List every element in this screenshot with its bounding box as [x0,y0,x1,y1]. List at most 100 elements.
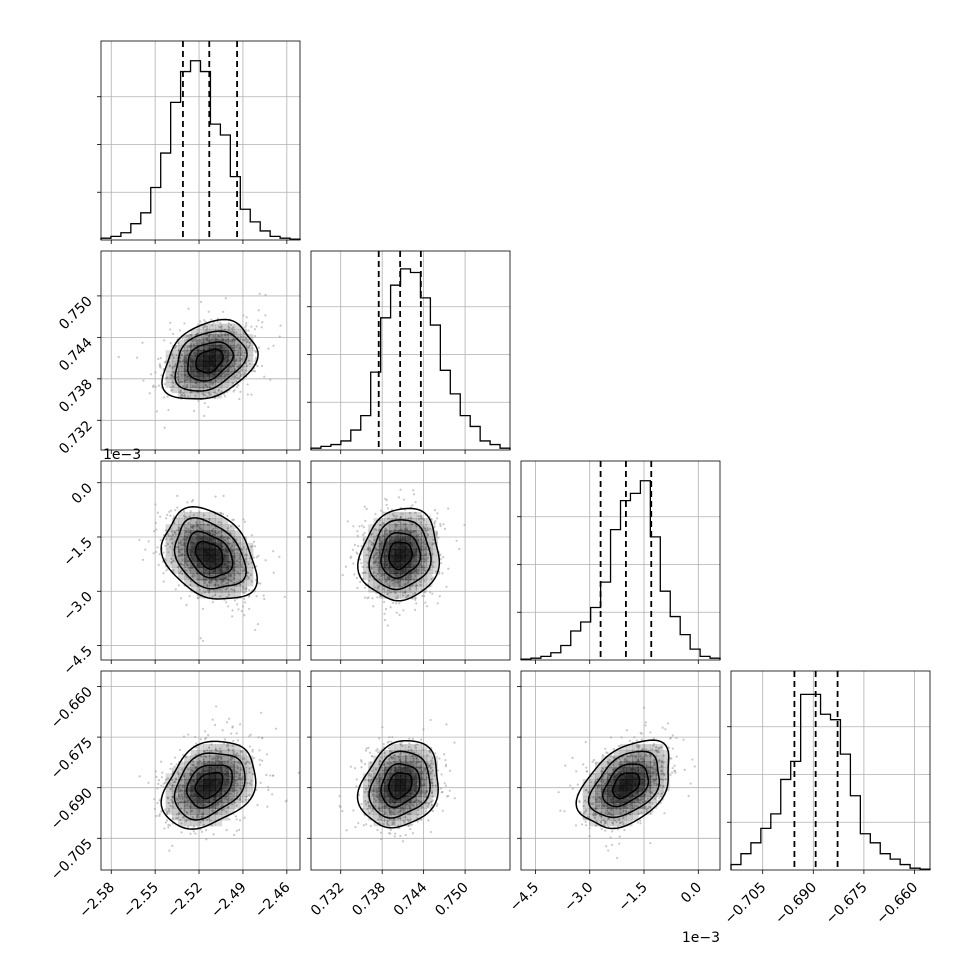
sample-point [387,589,390,592]
density-bin [209,360,216,367]
sample-point [173,365,176,368]
density-bin [416,530,422,537]
sample-point [361,565,364,568]
sample-point [235,580,239,584]
sample-point [211,601,214,604]
density-bin [227,334,235,340]
sample-point [381,802,384,805]
sample-point [415,584,419,587]
sample-point [141,341,144,344]
density-bin [209,548,216,556]
density-bin [184,536,191,544]
sample-point [431,795,434,798]
density-bin [384,592,390,599]
sample-point [210,824,213,827]
density-bin [389,536,396,544]
density-bin [190,518,198,525]
density-bin [227,744,235,751]
sample-point [265,773,268,777]
density-bin [246,350,254,356]
sample-point [346,520,349,523]
density-bin [240,773,248,780]
density-bin [400,567,406,574]
sample-point [172,385,175,388]
density-bin [215,350,223,356]
sample-point [239,390,242,393]
density-bin [227,376,235,383]
density-bin [178,814,185,821]
sample-point [391,736,394,739]
sample-point [206,327,209,330]
sample-point [380,837,383,841]
sample-point [175,799,179,802]
sample-point [440,791,443,794]
sample-point [218,747,221,750]
sample-point [220,325,223,328]
sample-point [227,717,231,720]
sample-point [241,605,245,608]
sample-point [181,337,184,340]
sample-point [234,753,237,756]
density-bin [178,561,185,568]
density-bin [240,542,248,550]
sample-point [154,521,157,524]
density-bin [421,536,428,544]
density-bin [196,573,204,581]
sample-point [373,586,377,589]
density-bin [234,749,241,757]
density-bin [384,511,390,519]
sample-point [236,603,239,606]
sample-point [233,765,236,768]
sample-point [171,817,175,820]
density-bin [368,555,374,562]
density-bin [190,548,198,556]
sample-point [180,548,183,551]
sample-point [231,803,234,806]
sample-point [272,344,275,347]
sample-point [190,342,193,346]
sample-point [278,555,281,558]
sample-point [355,577,358,580]
density-bin [196,814,204,821]
density-bin [246,761,254,768]
sample-point [186,803,189,807]
histogram-step [100,60,301,240]
density-bin [209,518,216,525]
sample-point [222,392,226,396]
sample-point [413,608,417,611]
sample-point [381,726,384,729]
sample-point [202,326,205,329]
sample-point [212,589,216,592]
sample-point [264,314,267,317]
sample-point [243,569,246,573]
density-bin [394,542,401,550]
sample-point [402,591,405,594]
sample-point [211,382,214,385]
density-bin [378,530,385,537]
density-bin [394,555,401,562]
sample-point [215,526,218,529]
sample-point [253,349,256,352]
density-bin [215,567,223,574]
density-bin [426,530,433,537]
sample-point [198,510,201,513]
sample-point [189,345,192,348]
sample-point [429,762,433,765]
sample-point [258,758,261,761]
sample-point [216,759,220,763]
sample-point [244,351,247,355]
sample-point [420,532,423,535]
density-bin [178,339,185,346]
sample-point [169,509,173,512]
density-bin [432,567,438,574]
sample-point [378,542,381,545]
density-bin [432,548,438,556]
sample-point [272,774,275,777]
density-bin [227,360,235,367]
density-bin [171,366,179,372]
sample-point [188,805,191,808]
sample-point [166,395,169,398]
density-bin [209,567,216,574]
density-bin [184,518,191,525]
sample-point [230,762,233,765]
